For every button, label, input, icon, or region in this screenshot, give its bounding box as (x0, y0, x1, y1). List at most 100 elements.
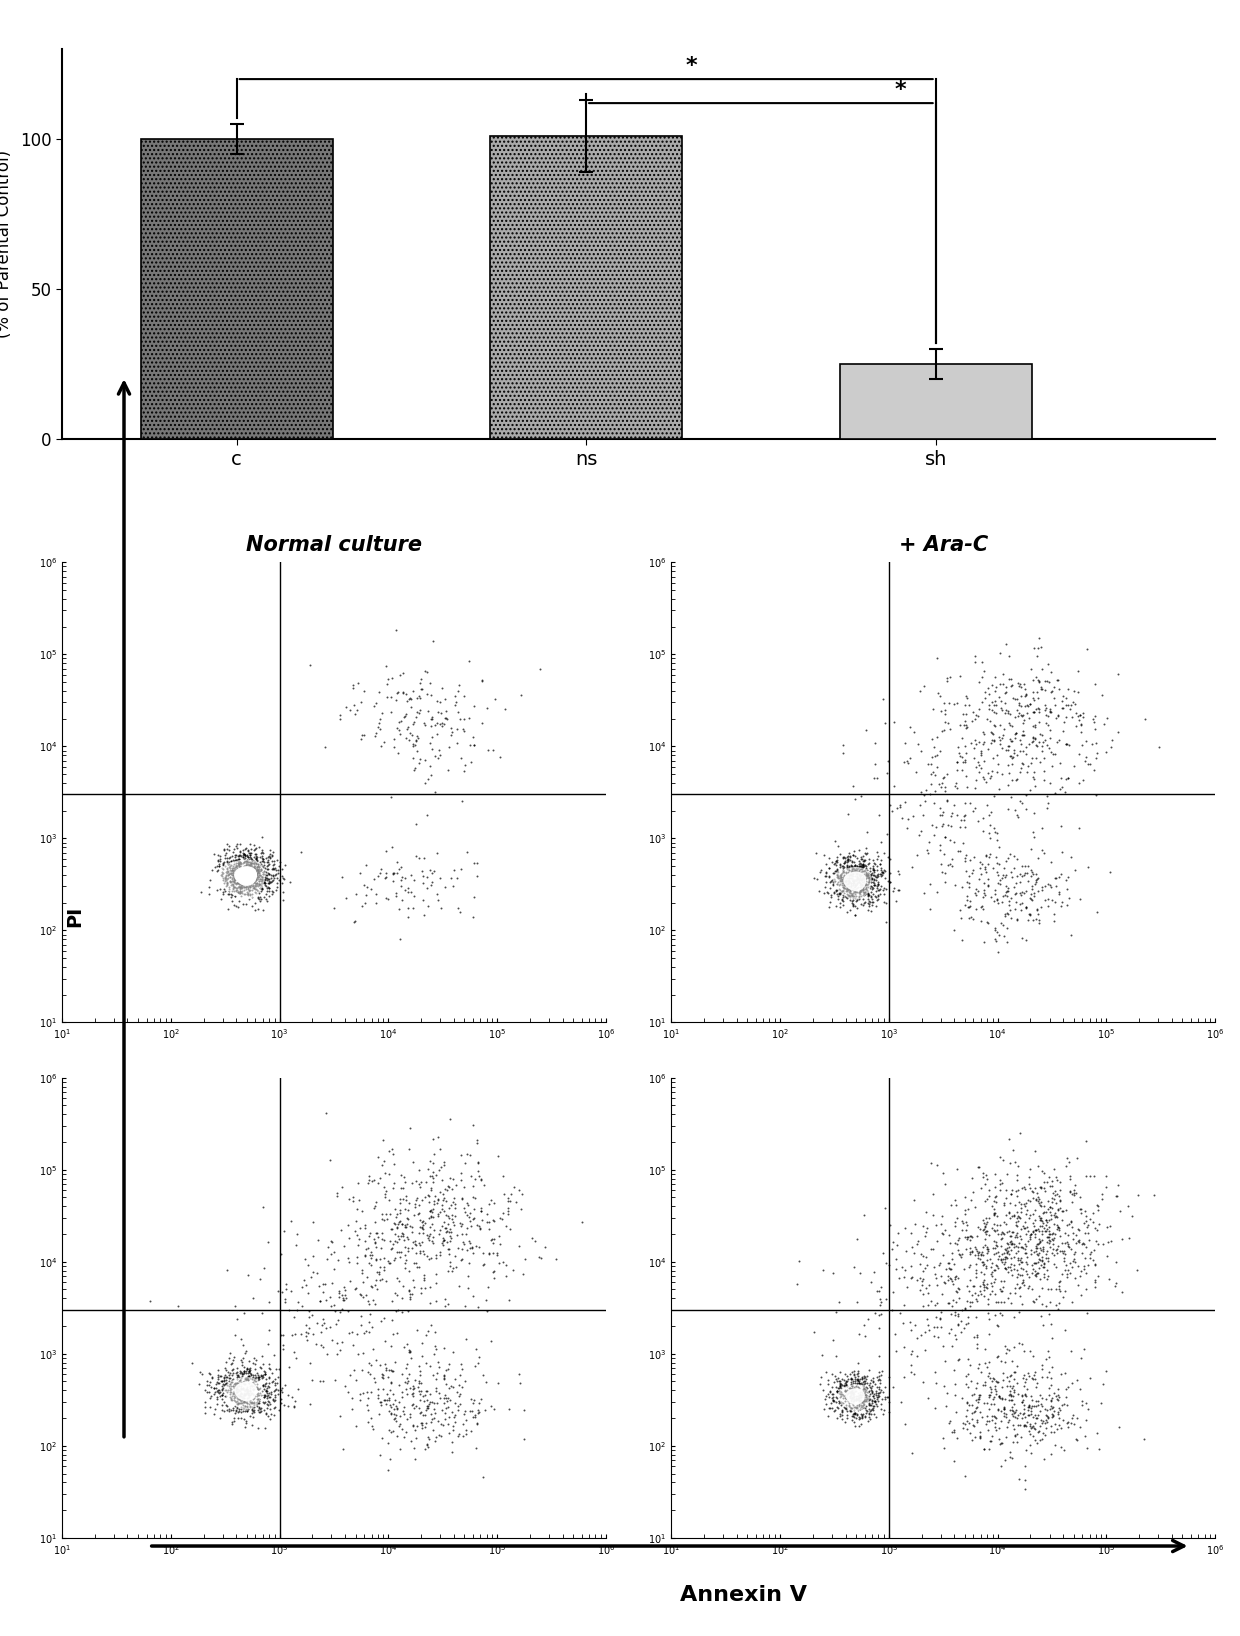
Point (228, 870, 248, 897)
Point (999, 892, 1019, 918)
Point (921, 1237, 941, 1263)
Point (843, 893, 863, 919)
Point (996, 1423, 1016, 1449)
Point (461, 1386, 481, 1412)
Point (828, 875, 848, 901)
Point (252, 1366, 272, 1392)
Point (286, 1297, 306, 1324)
Point (843, 869, 863, 895)
Point (1037, 1216, 1056, 1242)
Point (255, 870, 275, 897)
Point (925, 779, 945, 805)
Point (1002, 728, 1022, 754)
Point (365, 1225, 384, 1252)
Point (1074, 1256, 1094, 1283)
Point (856, 847, 875, 874)
Point (1029, 1245, 1049, 1271)
Point (410, 1232, 430, 1258)
Point (955, 803, 975, 829)
Point (223, 856, 243, 882)
Point (366, 1230, 386, 1256)
Point (234, 1353, 254, 1379)
Point (841, 1399, 861, 1425)
Point (1063, 1220, 1083, 1247)
Point (213, 1364, 233, 1391)
Point (237, 852, 257, 879)
Point (844, 1361, 864, 1387)
Point (856, 1404, 875, 1430)
Point (404, 708, 424, 735)
Point (510, 1361, 529, 1387)
Point (412, 1412, 432, 1438)
Point (212, 1392, 232, 1418)
Point (248, 862, 268, 888)
Point (233, 861, 253, 887)
Point (836, 1384, 856, 1410)
Point (1039, 1214, 1059, 1240)
Point (1106, 1248, 1126, 1274)
Point (445, 682, 465, 708)
Point (825, 869, 844, 895)
Point (1017, 692, 1037, 718)
Point (858, 883, 878, 910)
Point (253, 1363, 273, 1389)
Point (399, 1278, 419, 1304)
Point (435, 1292, 455, 1319)
Point (1052, 1238, 1071, 1265)
Point (264, 1402, 284, 1428)
Point (999, 1224, 1019, 1250)
Point (1018, 1397, 1038, 1423)
Point (409, 1191, 429, 1217)
Point (405, 1394, 425, 1420)
Point (451, 1374, 471, 1400)
Point (1050, 751, 1070, 777)
Point (1061, 1289, 1081, 1315)
Point (915, 1274, 935, 1301)
Point (847, 859, 867, 885)
Point (1025, 861, 1045, 887)
Point (859, 888, 879, 915)
Point (998, 666, 1018, 692)
Point (844, 1358, 864, 1384)
Point (239, 872, 259, 898)
Point (244, 861, 264, 887)
Point (867, 1278, 887, 1304)
Point (418, 893, 438, 919)
Point (1006, 880, 1025, 906)
Point (239, 864, 259, 890)
Point (975, 1274, 994, 1301)
Point (244, 854, 264, 880)
Point (1003, 1252, 1023, 1278)
Point (1029, 1418, 1049, 1445)
Point (223, 875, 243, 901)
Point (389, 1371, 409, 1397)
Point (215, 849, 234, 875)
Point (1006, 1234, 1025, 1260)
Point (237, 1381, 257, 1407)
Point (231, 1381, 250, 1407)
Point (241, 841, 260, 867)
Point (889, 1265, 909, 1291)
Point (977, 1234, 997, 1260)
Point (838, 883, 858, 910)
Point (219, 849, 239, 875)
Point (960, 893, 980, 919)
Point (992, 1234, 1012, 1260)
Point (904, 1240, 924, 1266)
Point (940, 1256, 960, 1283)
Point (852, 1364, 872, 1391)
Point (446, 689, 466, 715)
Point (915, 789, 935, 815)
Point (894, 749, 914, 775)
Point (992, 1399, 1012, 1425)
Point (826, 877, 846, 903)
Point (885, 1256, 905, 1283)
Point (827, 1378, 847, 1404)
Point (1034, 757, 1054, 784)
Point (237, 1364, 257, 1391)
Point (872, 1361, 892, 1387)
Point (839, 869, 859, 895)
Point (846, 852, 866, 879)
Point (854, 852, 874, 879)
Point (866, 872, 885, 898)
